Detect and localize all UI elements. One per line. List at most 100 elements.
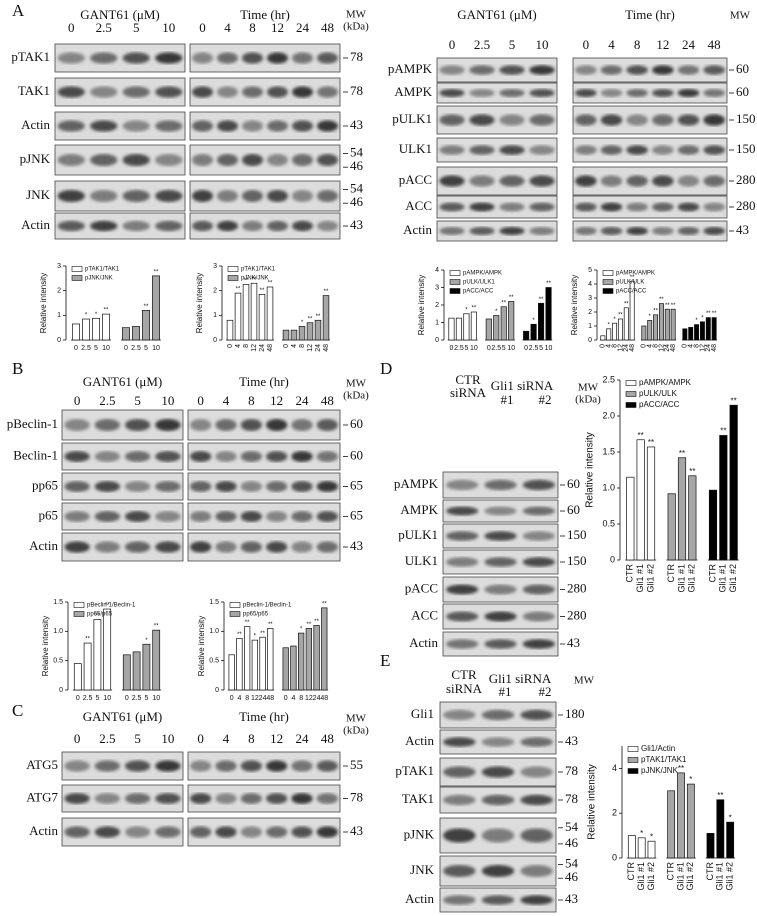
significance-label: ** — [679, 449, 685, 458]
blot-band — [677, 175, 700, 187]
x-tick-label: 24 — [623, 344, 630, 352]
y-tick-label: 0 — [57, 337, 61, 344]
blot-band — [190, 481, 212, 492]
blot-band — [190, 541, 212, 553]
blot-band — [575, 202, 597, 212]
blot-band — [124, 451, 151, 462]
significance-label: * — [495, 309, 498, 315]
blot-header: GANT61 (μM) — [80, 7, 160, 22]
blot-header: #1 — [501, 392, 514, 407]
y-tick-label: 1.5 — [53, 599, 63, 606]
bar — [103, 608, 112, 691]
mw-header: (kDa) — [575, 394, 601, 406]
blot-band — [652, 175, 674, 187]
mw-label: 150 — [567, 527, 587, 542]
blot-band — [217, 86, 238, 98]
blot-band — [215, 481, 237, 492]
y-axis-label: Relative intensity — [197, 616, 206, 676]
significance-label: ** — [95, 613, 100, 619]
x-tick-label: CTR — [666, 862, 676, 881]
significance-label: ** — [539, 297, 544, 303]
y-tick-label: 1.0 — [53, 628, 63, 635]
y-tick-label: 0 — [588, 337, 592, 344]
x-tick-label: 48 — [267, 344, 274, 352]
blot-band — [481, 709, 515, 721]
bar — [617, 318, 623, 341]
significance-label: ** — [268, 281, 273, 287]
blot-band — [484, 557, 517, 567]
y-tick-label: 2 — [588, 309, 592, 316]
y-tick-label: 3 — [588, 295, 592, 302]
blot-header: GANT61 (μM) — [83, 374, 163, 389]
blot-band — [522, 611, 555, 622]
blot-band — [317, 52, 338, 64]
significance-label: ** — [245, 620, 250, 626]
significance-label: ** — [105, 603, 110, 609]
x-tick-label: 24 — [259, 695, 267, 702]
blot-band — [155, 120, 183, 132]
blot-band — [316, 419, 338, 431]
blot-band — [484, 531, 517, 541]
blot-band — [90, 52, 118, 64]
blot-band — [240, 793, 262, 804]
blot-band — [266, 760, 288, 772]
bar — [688, 327, 694, 341]
blot-band — [626, 89, 648, 97]
legend-swatch — [625, 402, 637, 408]
blot-band — [217, 154, 238, 166]
row-label: pBeclin-1 — [7, 416, 58, 431]
bar — [73, 663, 82, 691]
lane-label: 48 — [321, 20, 334, 35]
x-tick-label: 48 — [629, 344, 636, 352]
blot-band — [600, 175, 623, 187]
y-tick-label: 1.0 — [602, 482, 615, 492]
legend-label: pAMPK/AMPK — [616, 271, 655, 277]
lane-label: 8 — [248, 731, 255, 746]
blot-band — [64, 419, 90, 431]
x-tick-label: 8 — [243, 344, 250, 348]
blot-band — [122, 86, 150, 98]
blot-band — [316, 826, 338, 838]
bar — [132, 651, 141, 691]
lane-label: 48 — [321, 731, 334, 746]
blot-band — [652, 89, 674, 97]
bar — [636, 439, 645, 561]
lane-label: 5 — [134, 731, 141, 746]
bar — [627, 835, 636, 859]
bar — [93, 619, 102, 691]
blot-band — [266, 826, 288, 838]
lane-label: 8 — [248, 393, 255, 408]
lane-label: 4 — [224, 20, 231, 35]
blot-band — [94, 451, 121, 462]
blot-band — [677, 65, 700, 75]
blot-header: #2 — [539, 392, 552, 407]
blot-band — [215, 826, 237, 838]
blot-band — [124, 760, 151, 772]
legend-swatch — [627, 768, 639, 774]
blot-band — [122, 220, 150, 232]
y-tick-label: 4 — [435, 267, 439, 274]
blot-band — [703, 65, 725, 75]
blot-band — [529, 89, 555, 97]
row-label: p65 — [39, 507, 59, 522]
lane-label: 0 — [68, 20, 75, 35]
blot-band — [292, 86, 313, 98]
blot-band — [522, 531, 555, 541]
bar — [699, 321, 705, 341]
blot-band — [267, 120, 288, 132]
significance-label: ** — [546, 281, 551, 287]
bar — [228, 654, 235, 691]
blot-band — [242, 154, 263, 166]
legend-swatch — [229, 602, 241, 608]
lane-label: 8 — [634, 37, 641, 52]
bar — [667, 493, 676, 561]
blot-band — [57, 220, 85, 232]
significance-label: ** — [720, 427, 726, 436]
blot-band — [626, 145, 648, 155]
y-tick-label: 1.5 — [209, 599, 219, 606]
legend-swatch — [227, 275, 239, 281]
blot-band — [192, 52, 213, 64]
blot-strip — [436, 195, 558, 219]
y-tick-label: 4 — [588, 281, 592, 288]
mw-header: MW — [346, 713, 367, 725]
